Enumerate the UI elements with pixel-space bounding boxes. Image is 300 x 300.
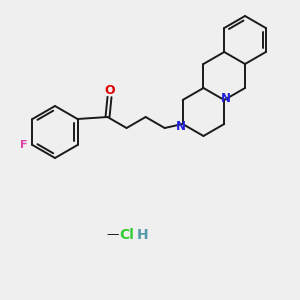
Text: O: O xyxy=(104,83,115,97)
Text: N: N xyxy=(221,92,231,106)
Text: F: F xyxy=(20,140,27,150)
Text: Cl: Cl xyxy=(120,228,134,242)
Text: —: — xyxy=(107,228,119,241)
Text: H: H xyxy=(137,228,149,242)
Text: N: N xyxy=(176,119,186,133)
